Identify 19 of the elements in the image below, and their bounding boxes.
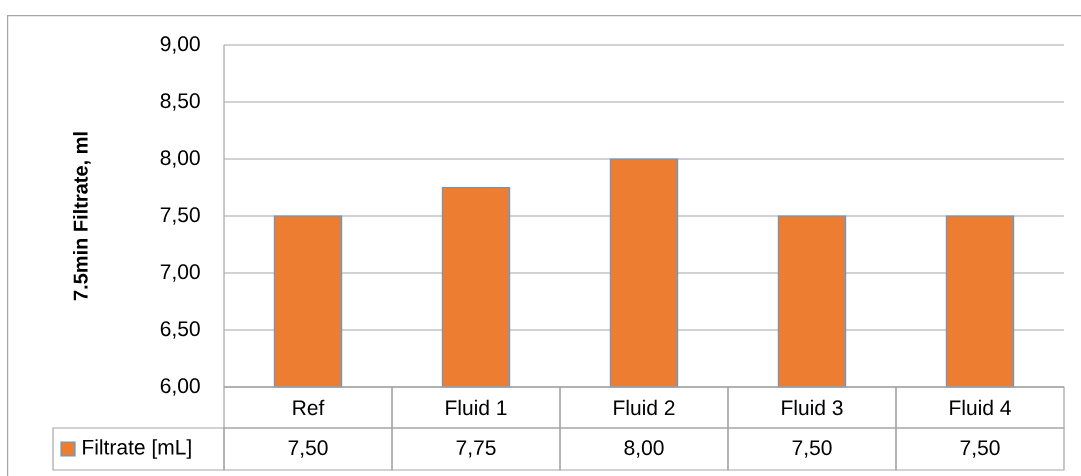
- y-tick-label: 8,50: [160, 93, 200, 111]
- y-tick-label: 6,00: [160, 378, 200, 396]
- legend-label: Filtrate [mL]: [83, 439, 191, 459]
- data-label: 7,50: [288, 440, 328, 458]
- x-tick-label: Fluid 3: [782, 399, 843, 416]
- data-label: 7,75: [456, 440, 496, 458]
- x-tick-label: Fluid 1: [446, 399, 507, 416]
- y-tick-label: 8,00: [160, 150, 200, 168]
- y-tick-label: 9,00: [160, 36, 200, 54]
- x-tick-label: Fluid 4: [950, 399, 1011, 416]
- x-tick-label: Fluid 2: [614, 399, 675, 416]
- y-axis-title: 7.5min Filtrate, ml: [73, 132, 91, 301]
- data-label: 8,00: [624, 440, 664, 458]
- data-label: 7,50: [792, 440, 832, 458]
- y-tick-label: 6,50: [160, 321, 200, 339]
- y-tick-label: 7,00: [160, 264, 200, 282]
- y-tick-label: 7,50: [160, 207, 200, 225]
- x-tick-label: Ref: [293, 399, 325, 416]
- data-label: 7,50: [960, 440, 1000, 458]
